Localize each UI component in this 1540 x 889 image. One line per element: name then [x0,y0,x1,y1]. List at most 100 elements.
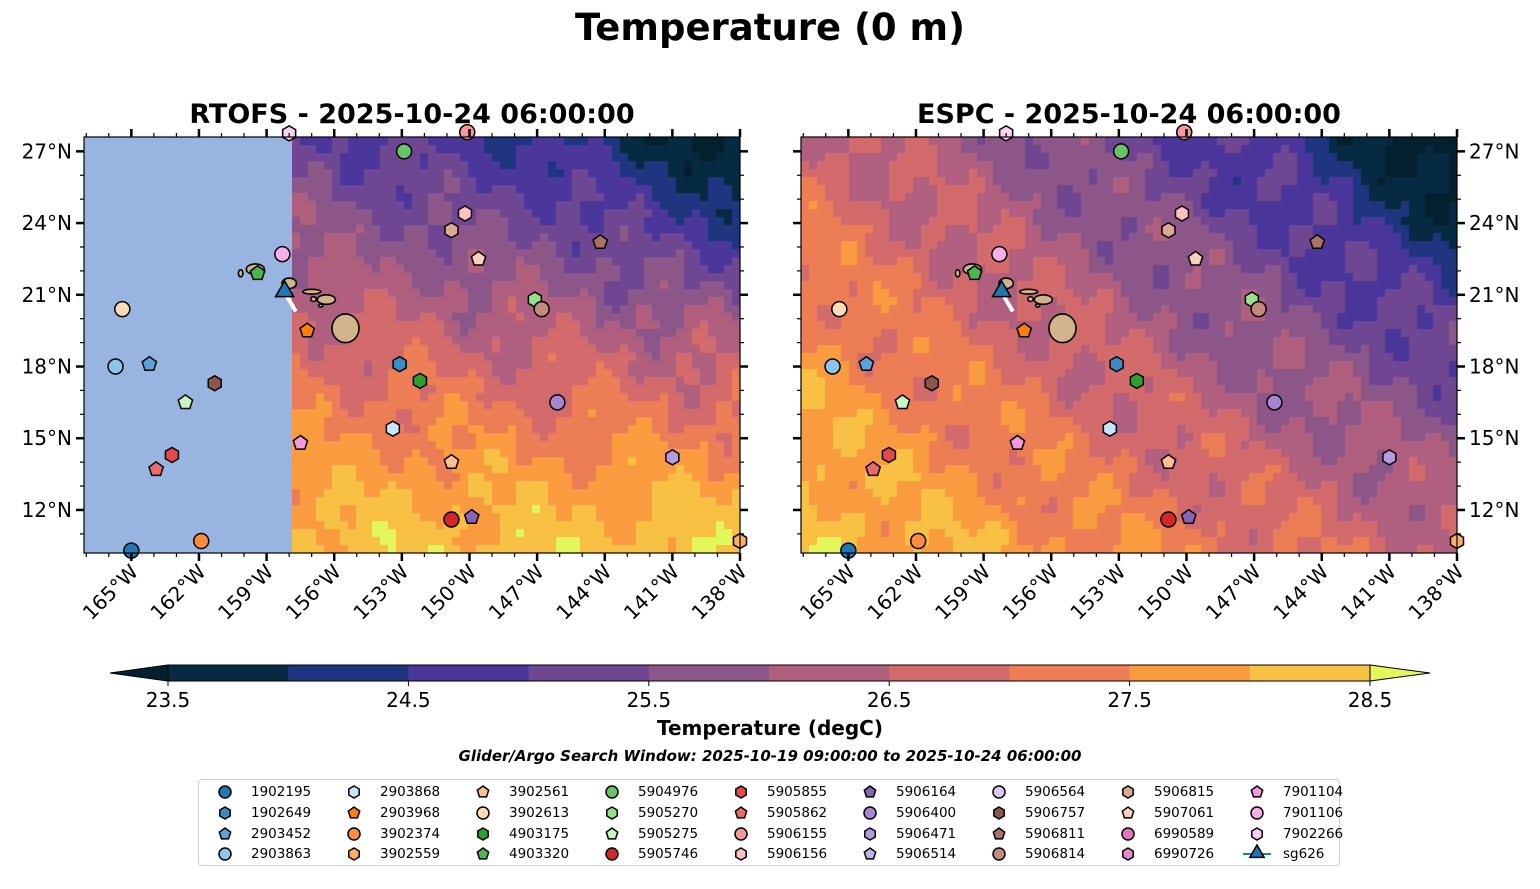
legend-item: 5906400 [850,803,956,823]
float-7901106 [991,245,1008,263]
float-2903863 [824,358,841,375]
glider-marker-sg626 [274,279,295,298]
legend-label: 2903452 [251,825,312,842]
y-tick-label: 18°N [22,355,72,379]
float-5906471 [1382,449,1397,466]
float-5905275 [177,393,194,410]
float-4903320 [966,264,983,281]
legend-label: 4903175 [509,825,570,842]
colorbar-band [889,665,1010,681]
island-molokai [301,288,322,295]
float-5906815 [444,221,459,239]
float-5905746 [443,511,460,528]
legend-item: 5906514 [850,844,956,864]
colorbar-tick-label: 26.5 [866,688,912,712]
float-5905275 [894,393,911,410]
pentagon-marker-icon [1250,785,1264,798]
island-kahoolawe [1034,303,1041,308]
float-2903968 [1016,322,1033,338]
hexagon-marker-icon [348,785,360,799]
legend-label: 2903868 [380,784,441,800]
colorbar-extend-over [1369,664,1431,682]
hexagon-marker-icon [864,826,876,841]
colorbar-tick-label: 23.5 [145,688,191,712]
legend-item: 6990589 [1108,824,1214,844]
float-3902561 [1160,453,1177,469]
legend-item: 5906471 [850,824,956,844]
legend-label: sg626 [1283,846,1325,863]
float-5906757 [207,374,222,392]
legend-item: sg626 [1237,844,1324,864]
colorbar-band [769,665,890,681]
float-2903452 [141,355,158,371]
circle-marker-icon [218,847,232,862]
float-5906811 [1309,233,1326,250]
legend-label: 5906164 [896,784,957,800]
float-5907061 [470,250,487,266]
pentagon-marker-icon [734,805,748,819]
legend-item: 2903452 [205,824,311,844]
axes-frame [800,136,1458,554]
x-tick-label: 141°W [619,559,684,624]
legend-label: 5904976 [638,784,699,800]
legend-item: 5905746 [592,844,698,864]
circle-marker-icon [734,826,748,841]
x-tick-label: 144°W [1268,559,1333,624]
x-tick-label: 165°W [78,559,143,624]
legend-item: 5906155 [721,824,827,844]
y-tick-label: 27°N [22,139,72,163]
colorbar-label: Temperature (degC) [657,716,883,740]
float-7901104 [1009,434,1026,450]
float-5906815 [1161,221,1176,239]
y-tick-label: 27°N [1469,139,1519,163]
legend-item: 3902561 [463,782,569,802]
legend-item: 1902195 [205,782,311,802]
legend-label: 6990589 [1154,825,1215,842]
float-5906155 [458,123,476,141]
x-tick-label: 150°W [1133,559,1198,624]
legend-label: 5905855 [767,784,828,800]
sst-field [84,137,740,553]
legend-label: 2903863 [251,846,312,863]
island-lanai [309,295,317,303]
float-3902613 [114,300,131,318]
float-5906164 [1180,508,1197,524]
island-niihau [237,268,244,278]
legend-item: 4903320 [463,844,569,864]
hexagon-marker-icon [219,805,231,820]
legend-label: 3902559 [380,846,441,863]
float-4903175 [412,372,428,390]
legend-label: 7901104 [1283,784,1344,800]
island-maui [316,293,337,306]
y-tick-label: 21°N [22,283,72,307]
hexagon-marker-icon [348,847,360,862]
legend-label: 2903968 [380,804,441,821]
colorbar-extend-under [109,664,169,682]
float-3902374 [909,532,927,550]
legend-label: 5906811 [1025,825,1086,842]
circle-marker-icon [605,785,619,799]
pentagon-marker-icon [476,847,490,860]
x-tick-label: 153°W [348,559,413,624]
circle-marker-icon [1250,806,1264,820]
legend-item: 2903968 [334,803,440,823]
colorbar-band [288,665,409,681]
pentagon-marker-icon [863,785,877,798]
colorbar-band [1249,665,1371,681]
legend-label: 5906471 [896,825,957,842]
float-2903868 [1102,420,1118,438]
hexagon-marker-icon [993,805,1005,820]
axes-frame [83,136,741,554]
hexagon-marker-icon [606,805,618,820]
float-5906155 [1175,123,1193,141]
legend-label: 5907061 [1154,804,1215,821]
pentagon-marker-icon [1121,805,1135,819]
x-tick-label: 138°W [687,559,752,624]
pentagon-marker-icon [992,826,1006,840]
legend-item: 6990726 [1108,844,1214,864]
legend-item: 7901106 [1237,803,1343,823]
x-tick-label: 159°W [213,559,278,624]
x-tick-label: 162°W [862,559,927,624]
legend-label: 3902374 [380,825,441,842]
legend-label: 5906156 [767,846,828,863]
